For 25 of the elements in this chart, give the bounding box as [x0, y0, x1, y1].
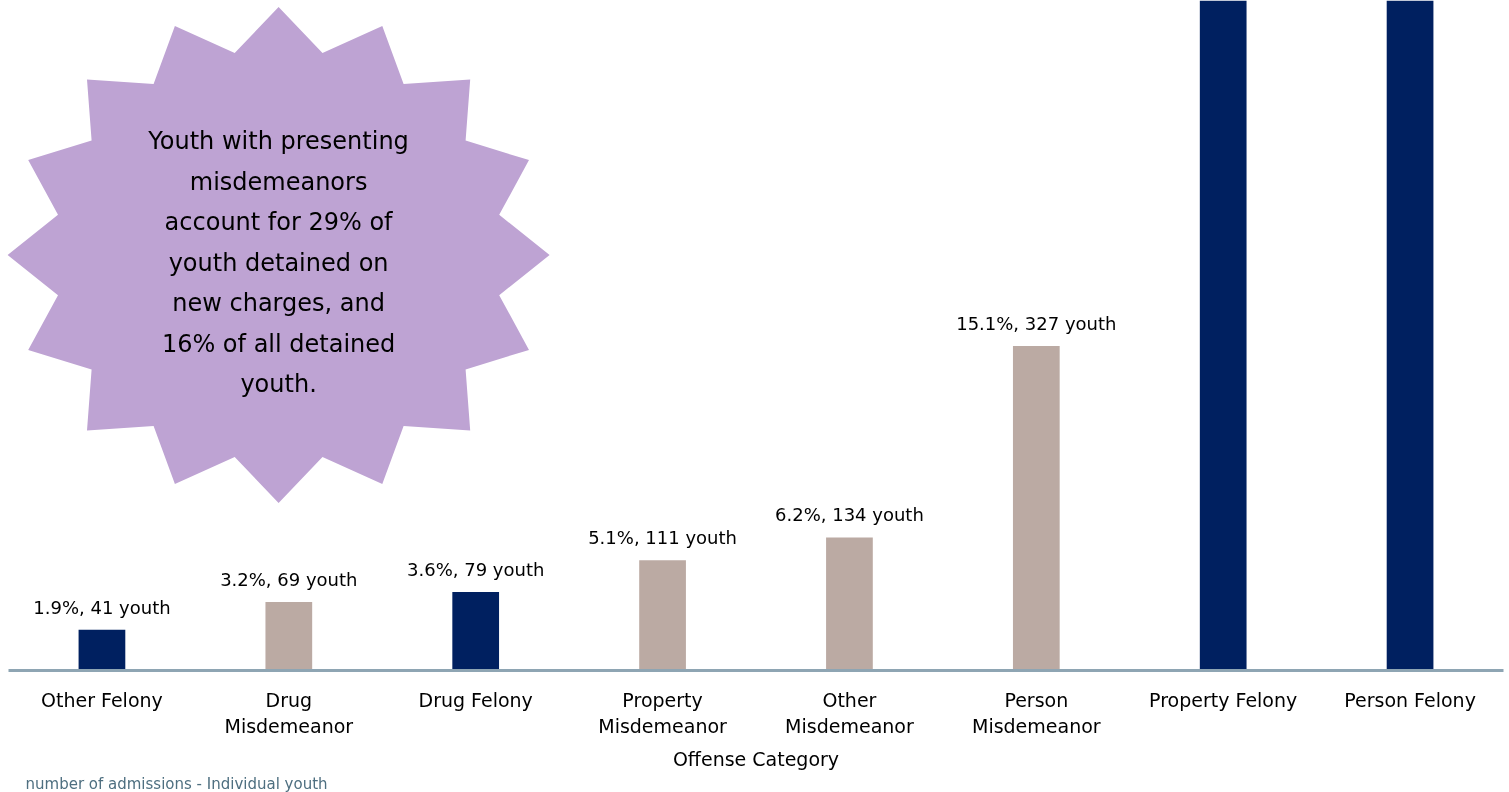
- x-tick-label: Drug Misdemeanor: [224, 688, 354, 737]
- bar: [78, 629, 126, 671]
- data-label: 6.2%, 134 youth: [775, 504, 924, 526]
- annotation: Youth with presenting misdemeanors account for 29% of youth detained on new charges, and 16% of all detained youth.: [147, 126, 410, 400]
- x-tick-label: Other Felony: [41, 688, 163, 711]
- bar: [639, 560, 686, 671]
- data-label: 3.2%, 69 youth: [220, 569, 358, 591]
- x-tick-label: Property Felony: [1149, 688, 1298, 711]
- x-axis-title: Offense Category: [672, 747, 840, 770]
- bar: [826, 537, 873, 671]
- bar: [452, 592, 500, 671]
- data-label: 15.1%, 327 youth: [956, 312, 1117, 334]
- bar: [1199, 0, 1247, 671]
- x-tick-label: Person Felony: [1344, 688, 1476, 711]
- x-tick-label: Other Misdemeanor: [785, 688, 914, 737]
- bar: [265, 602, 313, 671]
- x-tick-label: Person Misdemeanor: [971, 688, 1101, 737]
- data-label: 5.1%, 111 youth: [588, 527, 737, 549]
- x-tick-label: Drug Felony: [418, 688, 533, 711]
- bar: [1012, 345, 1060, 671]
- data-label: 3.6%, 79 youth: [407, 559, 545, 581]
- data-label: 1.9%, 41 youth: [33, 596, 171, 618]
- bar: [1386, 0, 1434, 671]
- x-tick-label: Property Misdemeanor: [598, 688, 728, 737]
- text: number of admissions - Individual youth: [25, 774, 328, 792]
